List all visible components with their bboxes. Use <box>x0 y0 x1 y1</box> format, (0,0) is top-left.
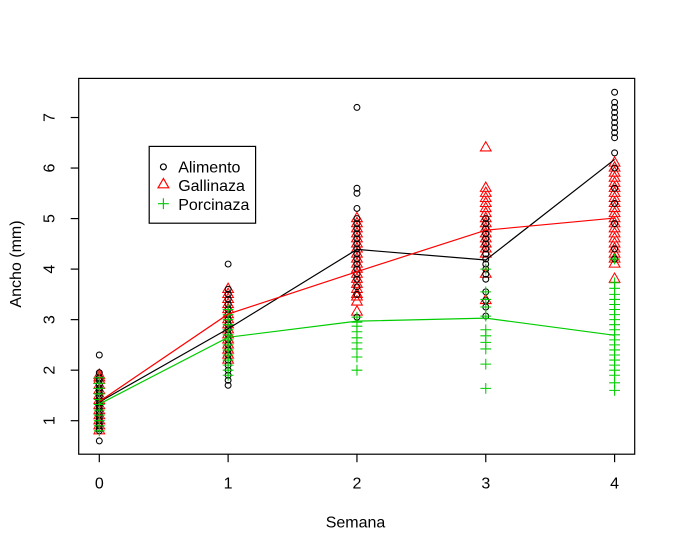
svg-text:4: 4 <box>42 265 59 274</box>
svg-text:2: 2 <box>352 476 361 493</box>
svg-text:Ancho (mm): Ancho (mm) <box>8 220 25 307</box>
svg-text:5: 5 <box>42 214 59 223</box>
svg-text:1: 1 <box>224 476 233 493</box>
svg-text:1: 1 <box>42 416 59 425</box>
svg-text:4: 4 <box>610 476 619 493</box>
svg-text:Semana: Semana <box>326 515 386 532</box>
svg-text:3: 3 <box>42 315 59 324</box>
svg-text:3: 3 <box>481 476 490 493</box>
svg-text:Gallinaza: Gallinaza <box>178 178 245 195</box>
svg-text:2: 2 <box>42 366 59 375</box>
svg-text:Alimento: Alimento <box>178 160 240 177</box>
svg-text:6: 6 <box>42 164 59 173</box>
svg-text:0: 0 <box>95 476 104 493</box>
svg-text:Porcinaza: Porcinaza <box>178 197 249 214</box>
svg-text:7: 7 <box>42 113 59 122</box>
